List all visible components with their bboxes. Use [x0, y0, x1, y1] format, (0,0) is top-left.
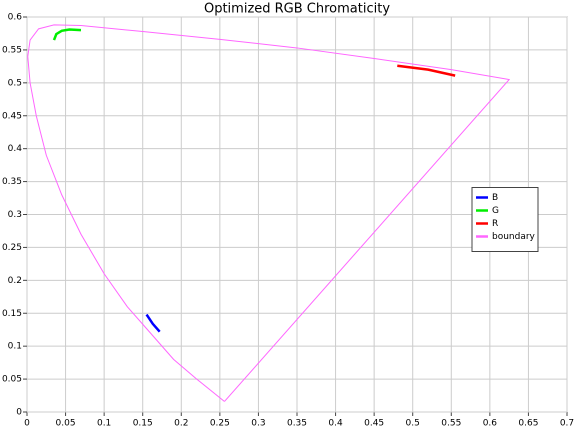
series-line: [27, 24, 511, 402]
x-tick-label: 0.1: [97, 419, 111, 429]
chart-title: Optimized RGB Chromaticity: [204, 2, 390, 17]
x-tick-label: 0.6: [483, 419, 498, 429]
y-tick-label: 0.2: [8, 276, 22, 286]
legend-label: R: [492, 219, 498, 229]
series-line: [145, 313, 161, 333]
x-tick-label: 0: [24, 419, 30, 429]
y-tick-label: 0.45: [2, 111, 22, 121]
x-tick-label: 0.5: [406, 419, 420, 429]
x-tick-label: 0.05: [56, 419, 76, 429]
y-tick-label: 0.1: [8, 342, 22, 352]
x-tick-label: 0.2: [174, 419, 188, 429]
x-tick-label: 0.15: [133, 419, 153, 429]
x-tick-label: 0.25: [210, 419, 230, 429]
x-tick-label: 0.4: [328, 419, 343, 429]
y-tick-label: 0.15: [2, 309, 22, 319]
legend-label: B: [492, 193, 498, 203]
y-tick-label: 0: [16, 408, 22, 418]
y-tick-label: 0.6: [8, 13, 23, 23]
series-line: [397, 64, 456, 77]
legend-label: boundary: [492, 232, 536, 242]
x-tick-label: 0.45: [364, 419, 384, 429]
y-tick-label: 0.5: [8, 78, 22, 88]
series-line: [52, 28, 82, 41]
y-tick-label: 0.35: [2, 177, 22, 187]
y-tick-label: 0.05: [2, 375, 22, 385]
y-tick-label: 0.25: [2, 243, 22, 253]
legend-label: G: [492, 206, 499, 216]
y-tick-label: 0.4: [8, 144, 23, 154]
x-tick-label: 0.35: [287, 419, 307, 429]
y-tick-label: 0.3: [8, 210, 22, 220]
x-tick-label: 0.55: [441, 419, 461, 429]
x-tick-label: 0.3: [251, 419, 265, 429]
x-tick-label: 0.65: [518, 419, 538, 429]
x-tick-label: 0.7: [560, 419, 574, 429]
y-tick-label: 0.55: [2, 45, 22, 55]
